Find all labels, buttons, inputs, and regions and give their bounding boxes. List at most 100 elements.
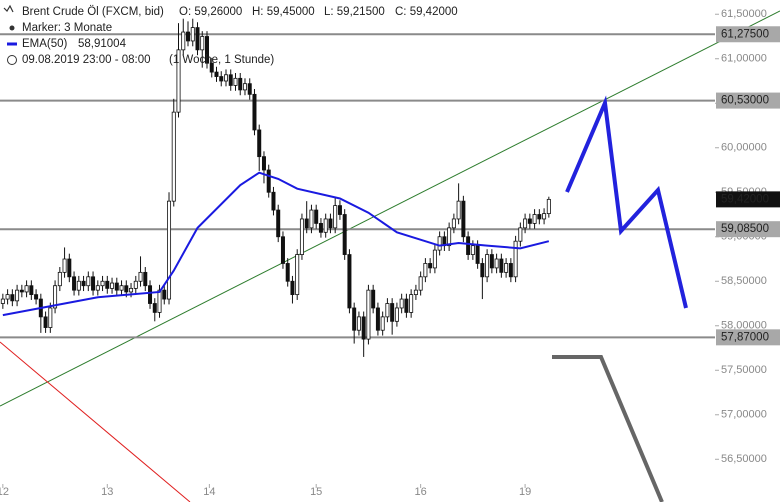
candle-body [157,289,162,313]
candle-body [129,287,134,293]
candle-body [110,282,115,289]
candle-body [342,214,347,255]
candle-body [371,289,376,309]
candle-body [375,307,380,331]
x-tick-label: 12 [0,486,9,498]
level-label-box [716,92,780,109]
candle-body [323,218,328,233]
candle-body [390,303,395,322]
ema-line [2,171,550,317]
candle-body [200,36,205,51]
drawings [0,10,780,502]
candle-body [15,289,20,302]
candle-body [261,156,266,171]
level-label-box [716,221,780,238]
candle-body [62,258,67,273]
candle-body [91,276,96,291]
candle-body [366,289,371,340]
candle-body [271,191,276,211]
candle-body [247,83,252,95]
candle-body [537,214,542,220]
candle-body [5,294,10,300]
candle-body [43,316,48,328]
y-tick-label: 58,00000 [721,320,767,332]
y-tick-label: 58,50000 [721,275,767,287]
candle-body [461,200,466,238]
y-tick-label: 56,50000 [721,453,767,465]
candle-body [470,245,475,255]
candle-body [119,285,124,291]
candle-body [451,218,456,229]
candle-body [34,294,39,300]
candle-body [138,271,143,282]
candle-body [124,285,129,293]
marker-label: Marker: 3 Monate [22,22,112,34]
candle-body [413,289,418,296]
candle-body [485,254,490,278]
candle-body [508,263,513,278]
candle-body [304,218,309,229]
level-label: 61,27500 [721,28,769,40]
candle-body [72,276,77,291]
projection [565,95,688,309]
x-tick-label: 16 [415,486,427,498]
candle-body [100,280,105,287]
chart-icon [3,4,14,13]
candle-body [19,289,24,293]
candle-body [81,280,86,287]
level-label: 59,08500 [721,223,769,235]
candle-body [219,76,224,82]
projection [552,355,664,502]
candle-body [489,254,494,269]
candle-body [238,77,243,91]
ohlc-label: L: 59,21500 [324,6,385,18]
candle-body [418,276,423,291]
x-tick-label: 15 [310,486,322,498]
candle-body [57,271,62,287]
ohlc-label: C: 59,42000 [395,6,458,18]
candle-body [394,307,399,322]
y-tick-label: 60,00000 [721,142,767,154]
trend-line [0,341,191,502]
candle-body [48,307,53,328]
candle-body [337,205,342,215]
candle-body [252,93,257,131]
legend-value: 58,91004 [78,38,127,50]
x-tick-label: 14 [203,486,215,498]
candle-body [266,169,271,193]
candle-body [53,285,58,309]
y-tick-label: 61,50000 [721,8,767,20]
candle-body [356,316,361,331]
candle-body [171,111,176,202]
candle-body [299,218,304,255]
candle-body [105,280,110,289]
candle-body [190,27,195,42]
candle-body [67,258,72,278]
candle-body [204,36,209,64]
candle-body [542,213,547,220]
candle-body [148,285,153,304]
candle-body [86,276,91,287]
y-tick-label: 61,00000 [721,53,767,65]
trend-line [0,10,780,407]
candle-body [214,71,219,77]
candle-body [162,289,167,300]
candle-body [480,263,485,278]
x-tick-label: 13 [101,486,113,498]
candle-body [228,74,233,86]
candle-body [518,227,523,242]
candle-body [385,303,390,318]
level-label-box [716,26,780,43]
y-tick-label: 57,00000 [721,409,767,421]
candle-body [223,74,228,82]
candle-body [447,227,452,247]
candle-body [314,209,319,224]
candle-body [10,294,15,302]
candle-body [437,236,442,251]
candle-body [176,49,181,113]
candle-body [209,62,214,73]
candle-body [290,280,295,296]
candle-body [361,316,366,340]
legend-label: EMA(50) [22,38,68,50]
candle-body [285,263,290,282]
